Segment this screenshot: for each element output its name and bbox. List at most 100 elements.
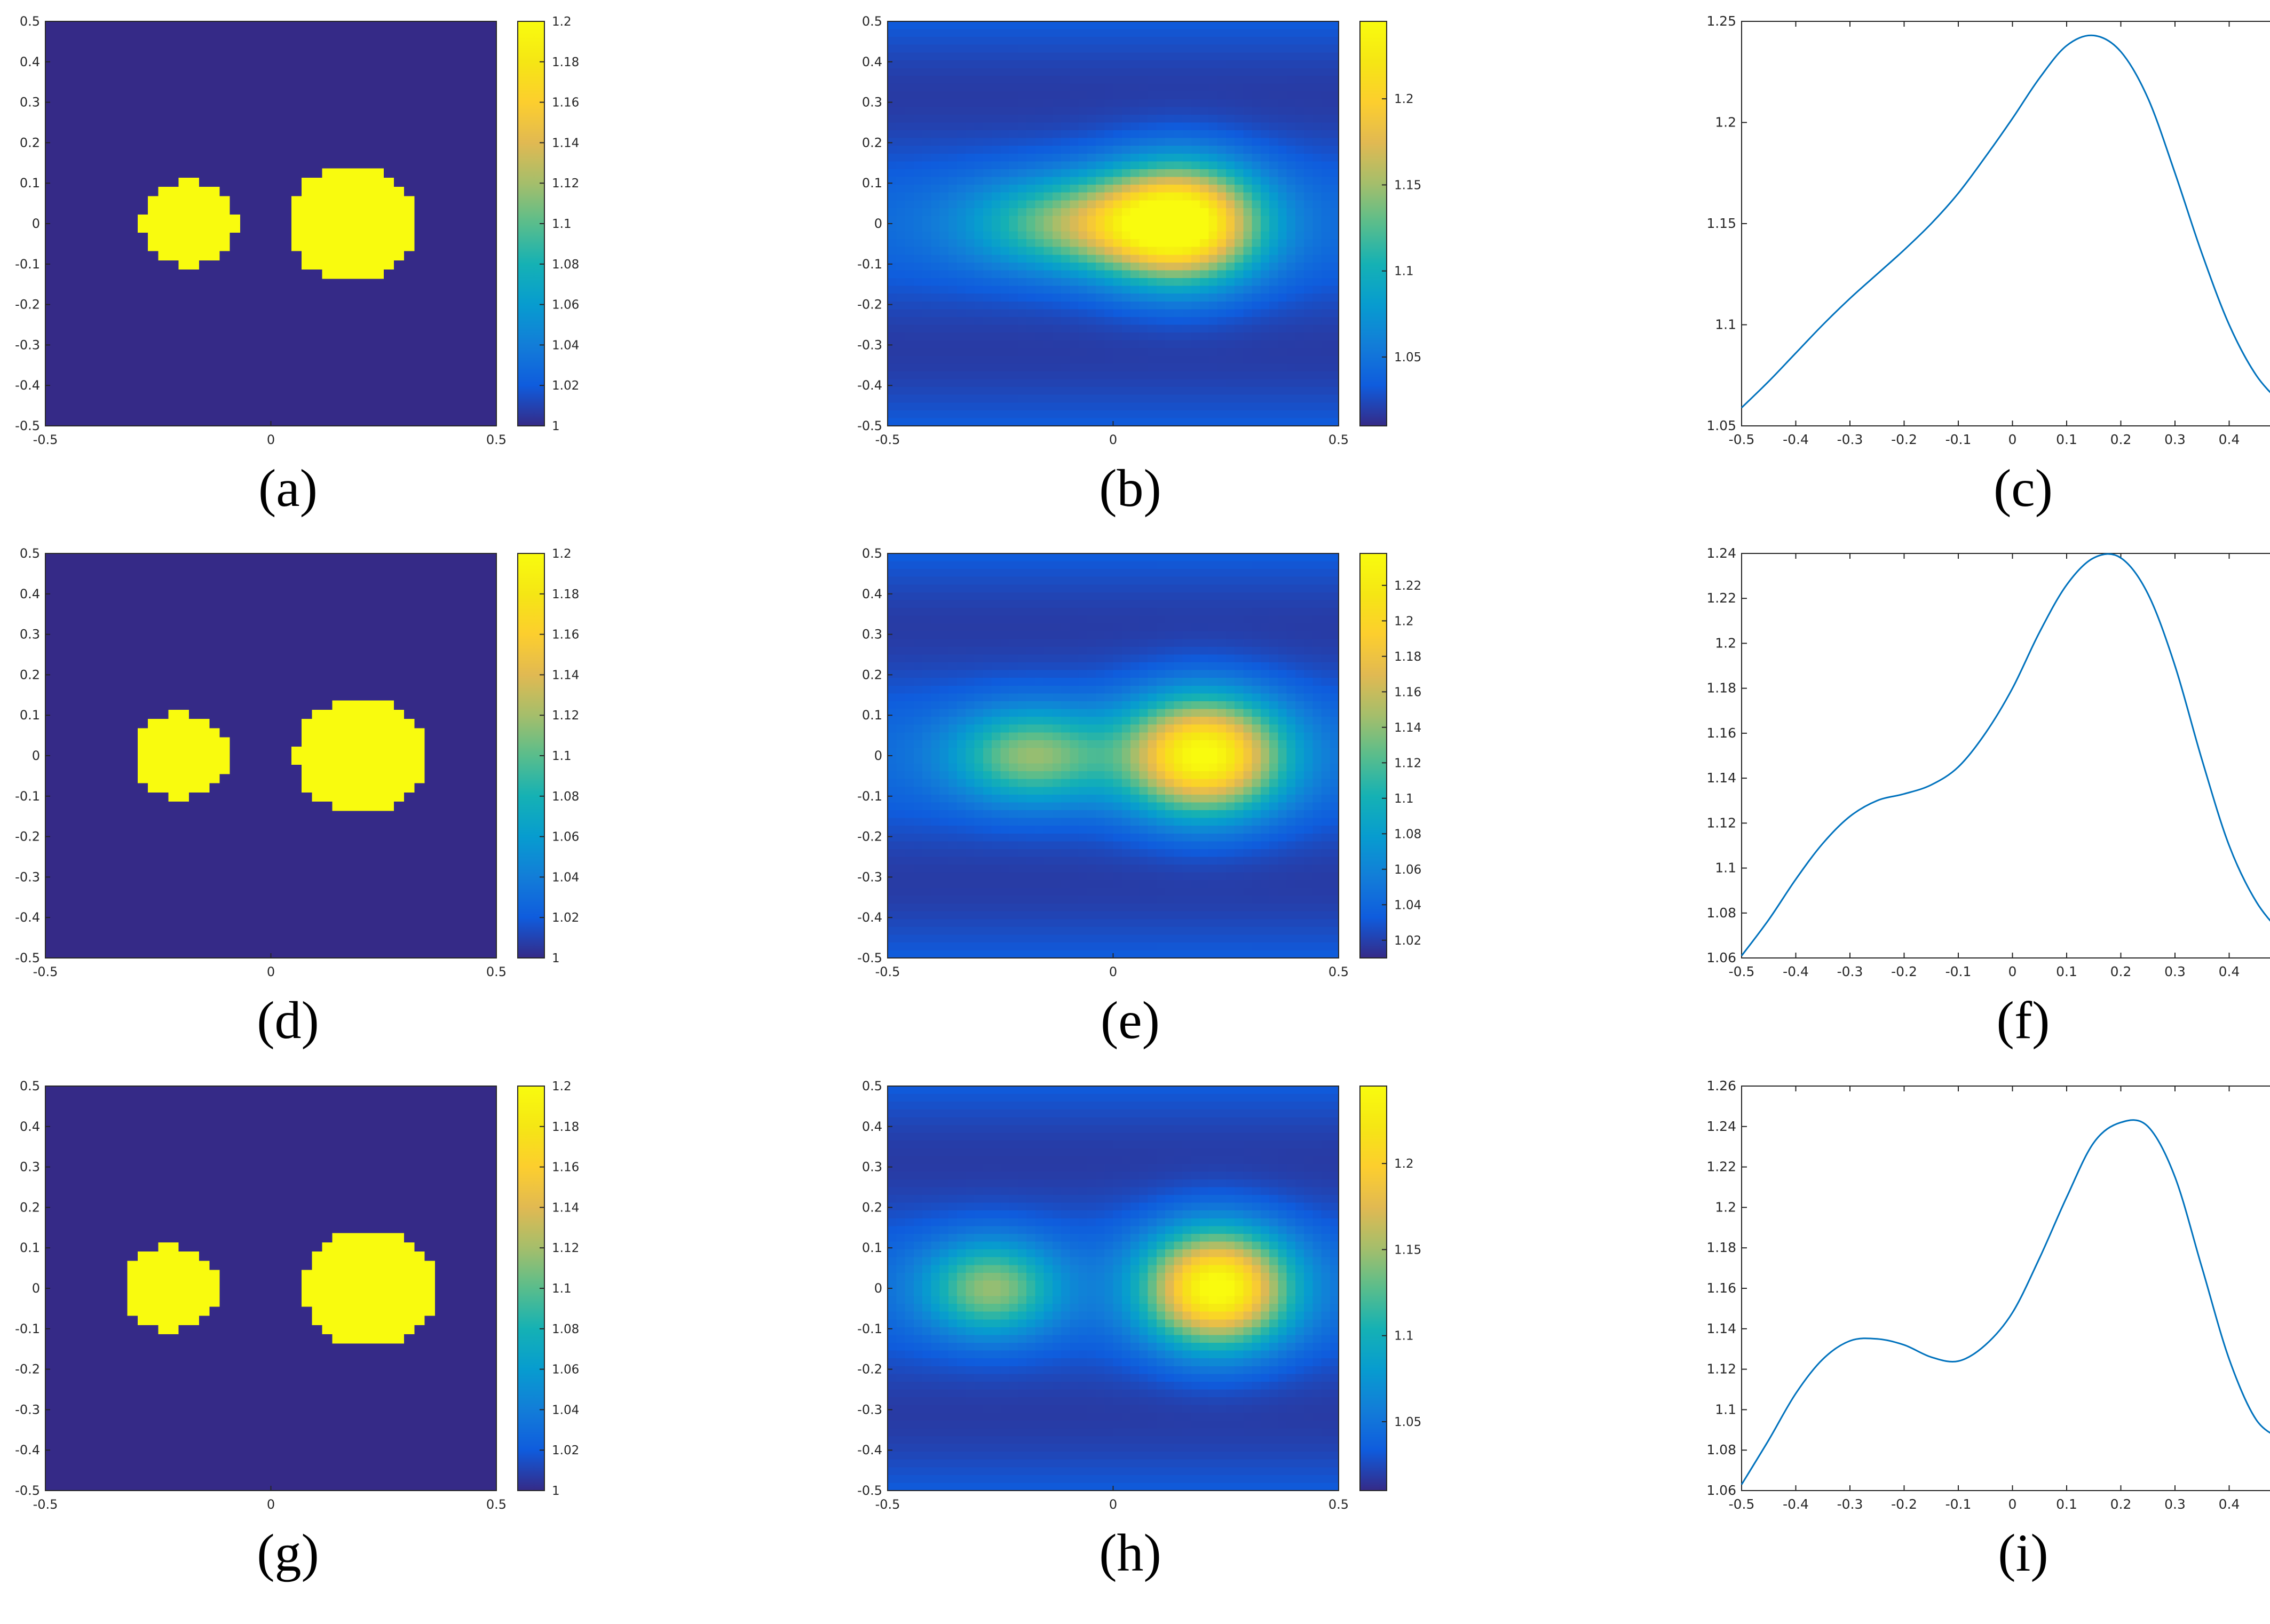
heatmap-cell [992, 270, 1001, 279]
heatmap-cell [66, 700, 77, 710]
heatmap-cell [178, 352, 189, 362]
heatmap-cell [209, 113, 220, 123]
heatmap-cell [465, 389, 477, 399]
heatmap-cell [1278, 316, 1287, 326]
heatmap-cell [974, 286, 984, 294]
heatmap-cell [957, 247, 967, 256]
heatmap-cell [199, 177, 210, 187]
heatmap-cell [260, 379, 272, 390]
heatmap-cell [1130, 169, 1140, 178]
heatmap-cell [230, 122, 241, 132]
heatmap-cell [931, 138, 940, 147]
heatmap-cell [260, 324, 272, 335]
heatmap-cell [1312, 231, 1322, 240]
heatmap-cell [137, 407, 148, 417]
heatmap-cell [1200, 216, 1209, 224]
heatmap-cell [1043, 255, 1053, 263]
heatmap-cell [966, 387, 975, 395]
heatmap-cell [1208, 224, 1218, 232]
heatmap-cell [404, 251, 415, 261]
heatmap-cell [86, 407, 97, 417]
heatmap-cell [948, 83, 958, 92]
heatmap-cell [1113, 146, 1122, 154]
heatmap-cell [199, 21, 210, 31]
heatmap-cell [86, 242, 97, 252]
heatmap-cell [1278, 21, 1287, 30]
heatmap-cell [1235, 60, 1244, 69]
heatmap-cell [1096, 286, 1105, 294]
heatmap-cell [168, 49, 179, 59]
heatmap-cell [465, 279, 477, 289]
heatmap-cell [948, 278, 958, 287]
heatmap-cell [1104, 122, 1114, 131]
heatmap-cell [250, 177, 262, 187]
heatmap-cell [939, 216, 949, 224]
heatmap-cell [393, 233, 405, 243]
heatmap-cell [1096, 239, 1105, 248]
heatmap-cell [974, 161, 984, 170]
heatmap-cell [1070, 52, 1079, 61]
heatmap-cell [1243, 394, 1253, 403]
heatmap-cell [992, 278, 1001, 287]
heatmap-cell [455, 196, 466, 206]
heatmap-cell [1260, 410, 1270, 419]
heatmap-cell [1330, 138, 1339, 147]
heatmap-cell [281, 260, 292, 270]
heatmap-cell [393, 85, 405, 96]
heatmap-cell [45, 792, 56, 802]
heatmap-cell [383, 49, 394, 59]
heatmap-cell [281, 224, 292, 234]
heatmap-cell [896, 60, 906, 69]
heatmap-cell [1070, 153, 1079, 162]
heatmap-cell [922, 21, 932, 30]
heatmap-cell [983, 200, 992, 209]
heatmap-cell [158, 196, 169, 206]
heatmap-cell [1208, 44, 1218, 53]
heatmap-cell [957, 130, 967, 139]
heatmap-cell [905, 107, 914, 115]
heatmap-cell [1156, 153, 1166, 162]
heatmap-cell [1026, 138, 1036, 147]
heatmap-cell [291, 122, 302, 132]
heatmap-cell [342, 122, 353, 132]
heatmap-cell [1235, 239, 1244, 248]
heatmap-cell [1009, 394, 1018, 403]
heatmap-cell [1017, 363, 1027, 372]
heatmap-cell [260, 416, 272, 426]
heatmap-cell [445, 187, 456, 197]
heatmap-cell [158, 270, 169, 280]
heatmap-cell [1139, 68, 1149, 76]
heatmap-cell [332, 379, 343, 390]
heatmap-cell [1252, 278, 1261, 287]
heatmap-cell [966, 60, 975, 69]
heatmap-cell [913, 161, 923, 170]
heatmap-cell [1174, 68, 1183, 76]
heatmap-cell [445, 39, 456, 50]
heatmap-cell [353, 242, 364, 252]
heatmap-cell [107, 389, 118, 399]
heatmap-cell [76, 847, 87, 858]
heatmap-cell [1087, 418, 1096, 426]
heatmap-cell [445, 398, 456, 408]
heatmap-cell [1043, 185, 1053, 193]
heatmap-cell [1061, 68, 1071, 76]
heatmap-cell [76, 948, 87, 958]
heatmap-cell [1043, 192, 1053, 201]
heatmap-cell [86, 627, 97, 637]
heatmap-cell [66, 39, 77, 50]
heatmap-cell [107, 49, 118, 59]
heatmap-cell [1139, 278, 1149, 287]
heatmap-cell [281, 30, 292, 41]
heatmap-cell [363, 159, 374, 169]
heatmap-cell [1225, 239, 1235, 248]
heatmap-cell [1321, 340, 1331, 349]
heatmap-cell [363, 196, 374, 206]
heatmap-cell [434, 21, 446, 31]
heatmap-cell [188, 150, 200, 160]
colorbar-tick-label: 1.1 [1394, 265, 1414, 279]
heatmap-cell [281, 334, 292, 344]
heatmap-cell [260, 150, 272, 160]
heatmap-cell [1148, 348, 1157, 357]
heatmap-cell [76, 94, 87, 105]
heatmap-cell [66, 756, 77, 766]
